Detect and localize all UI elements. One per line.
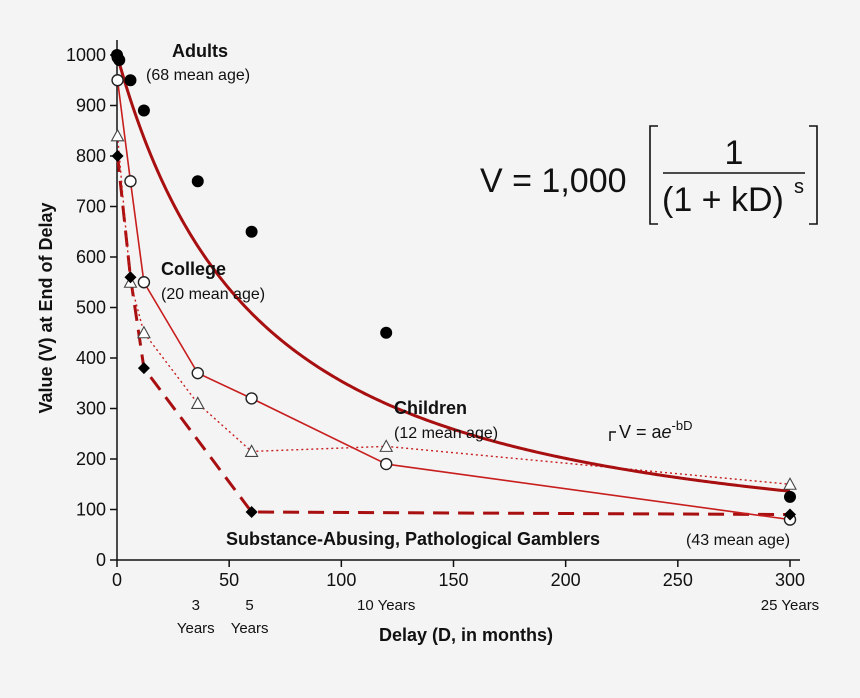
y-tick-label: 900 xyxy=(76,96,106,116)
x-tick-label: 50 xyxy=(219,570,239,590)
year-label-line1: 3 xyxy=(192,597,200,614)
formula-left-bracket xyxy=(649,125,658,225)
formula-denominator: (1 + kD) xyxy=(662,181,784,219)
y-tick-label: 800 xyxy=(76,146,106,166)
college-point xyxy=(380,457,393,471)
college-point xyxy=(137,276,151,289)
label-children-age: (12 mean age) xyxy=(394,425,498,442)
gamblers-point xyxy=(784,508,796,521)
formula: V = 1,000 1 (1 + kD) s xyxy=(480,125,818,225)
children-point xyxy=(110,128,125,142)
gamblers-point xyxy=(124,271,137,284)
formula-right-bracket xyxy=(809,125,818,225)
adults-point xyxy=(245,225,258,238)
children-point xyxy=(244,444,259,457)
x-tick-label: 100 xyxy=(326,570,356,590)
y-tick-label: 300 xyxy=(76,399,106,419)
y-ticks: 0 100 200 300 400 500 600 700 800 900 1000 xyxy=(66,45,117,570)
year-labels: 3 Years 5 Years 10 Years 25 Years xyxy=(177,597,819,637)
children-point xyxy=(190,396,205,410)
adults-point xyxy=(137,104,150,117)
label-college-age: (20 mean age) xyxy=(161,286,265,303)
y-tick-label: 700 xyxy=(76,197,106,217)
y-tick-label: 600 xyxy=(76,247,106,267)
formula-numerator: 1 xyxy=(725,134,744,172)
formula-exponent: s xyxy=(794,176,804,198)
year-label-line1: 5 xyxy=(245,597,253,614)
label-college-name: College xyxy=(161,259,226,279)
y-tick-label: 400 xyxy=(76,348,106,368)
exponential-label: V = ae-bD xyxy=(609,418,693,442)
y-tick-label: 200 xyxy=(76,449,106,469)
label-adults-name: Adults xyxy=(172,41,228,61)
college-point xyxy=(245,392,258,405)
children-point xyxy=(379,439,394,452)
adults-point xyxy=(191,175,204,188)
x-tick-label: 250 xyxy=(663,570,693,590)
adults-point xyxy=(380,326,393,339)
series-layer xyxy=(110,49,797,526)
x-tick-label: 200 xyxy=(551,570,581,590)
gamblers-point xyxy=(111,150,124,162)
college-point xyxy=(191,366,204,380)
formula-main: V = 1,000 xyxy=(480,162,627,200)
y-tick-label: 0 xyxy=(96,550,106,570)
y-tick-label: 500 xyxy=(76,298,106,318)
axes xyxy=(116,40,800,561)
gamblers-point xyxy=(137,362,150,375)
x-tick-label: 0 xyxy=(112,570,122,590)
x-tick-label: 300 xyxy=(775,570,805,590)
children-point xyxy=(783,477,797,490)
y-axis-title: Value (V) at End of Delay xyxy=(36,202,56,413)
gamblers-point xyxy=(245,506,258,519)
label-children-name: Children xyxy=(394,398,467,418)
year-label-line1: 25 Years xyxy=(761,597,819,614)
label-gamblers-name: Substance-Abusing, Pathological Gamblers xyxy=(226,529,600,549)
y-tick-label: 1000 xyxy=(66,45,106,65)
x-tick-label: 150 xyxy=(438,570,468,590)
x-axis-title: Delay (D, in months) xyxy=(379,625,553,645)
label-adults-age: (68 mean age) xyxy=(146,67,250,84)
adults-curve xyxy=(115,54,791,493)
college-point xyxy=(111,74,124,87)
year-label-line2: Years xyxy=(177,620,215,637)
college-point xyxy=(124,175,137,188)
x-ticks: 0 50 100 150 200 250 300 xyxy=(112,560,805,590)
year-label-line1: 10 Years xyxy=(357,597,415,614)
y-tick-label: 100 xyxy=(76,500,106,520)
exponential-label-text: V = ae-bD xyxy=(619,418,693,442)
adults-point xyxy=(113,54,126,67)
adults-point xyxy=(784,490,796,503)
series-labels: Adults (68 mean age) College (20 mean ag… xyxy=(146,41,790,549)
children-point xyxy=(136,325,151,339)
label-gamblers-age: (43 mean age) xyxy=(686,532,790,549)
year-label-line2: Years xyxy=(231,620,269,637)
exponential-label-pointer xyxy=(609,431,616,441)
adults-point xyxy=(124,74,137,87)
